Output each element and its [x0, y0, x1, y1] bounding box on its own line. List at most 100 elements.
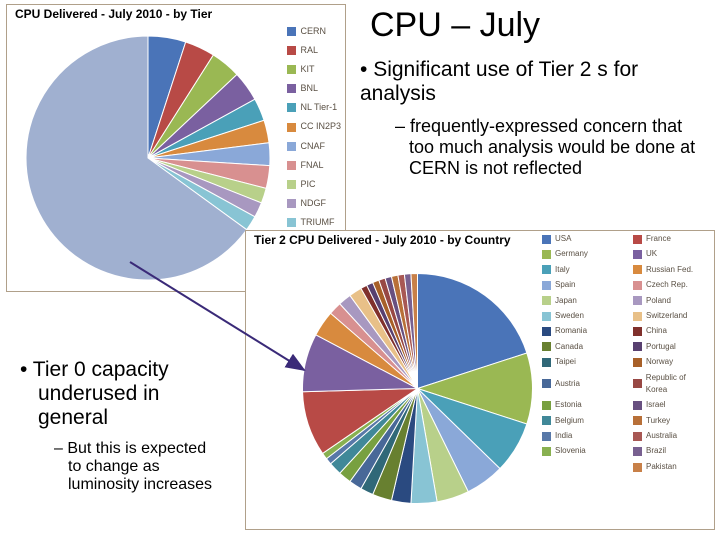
legend-swatch	[633, 358, 642, 367]
country-chart-title: Tier 2 CPU Delivered - July 2010 - by Co…	[254, 233, 511, 247]
legend-label: FNAL	[300, 157, 323, 174]
legend-item: Belgium	[542, 415, 617, 427]
legend-item: Japan	[542, 295, 617, 307]
legend-label: Russian Fed.	[646, 264, 693, 276]
legend-swatch	[542, 416, 551, 425]
bullet-tier2-use: Significant use of Tier 2 s for analysis	[360, 58, 710, 106]
legend-item: USA	[542, 233, 617, 245]
tier-chart-title: CPU Delivered - July 2010 - by Tier	[15, 7, 212, 21]
country-legend: USAFranceGermanyUKItalyRussian Fed.Spain…	[542, 233, 708, 475]
legend-item: KIT	[287, 61, 341, 78]
legend-swatch	[287, 218, 296, 227]
legend-item: Italy	[542, 264, 617, 276]
legend-swatch	[287, 123, 296, 132]
legend-item: France	[633, 233, 708, 245]
legend-label: NDGF	[300, 195, 326, 212]
subbullet-luminosity: – But this is expected to change as lumi…	[54, 440, 219, 494]
legend-label: CC IN2P3	[300, 118, 341, 135]
legend-item: Germany	[542, 248, 617, 260]
legend-swatch	[633, 401, 642, 410]
legend-item: Russian Fed.	[633, 264, 708, 276]
legend-item: Norway	[633, 356, 708, 368]
legend-swatch	[633, 281, 642, 290]
legend-item: TRIUMF	[287, 214, 341, 231]
tier-pie	[23, 33, 273, 283]
legend-swatch	[542, 312, 551, 321]
legend-swatch	[633, 327, 642, 336]
legend-swatch	[633, 416, 642, 425]
legend-label: TRIUMF	[300, 214, 334, 231]
legend-item: Republic of Korea	[633, 372, 708, 397]
legend-label: Australia	[646, 430, 677, 442]
legend-item: Turkey	[633, 415, 708, 427]
legend-label: Romania	[555, 325, 587, 337]
legend-label: Taipei	[555, 356, 576, 368]
legend-item: India	[542, 430, 617, 442]
slide-title: CPU – July	[370, 6, 540, 45]
legend-swatch	[542, 265, 551, 274]
legend-label: Portugal	[646, 341, 676, 353]
legend-swatch	[542, 432, 551, 441]
legend-swatch	[633, 342, 642, 351]
legend-swatch	[633, 379, 642, 388]
legend-label: Brazil	[646, 445, 666, 457]
legend-label: Germany	[555, 248, 588, 260]
legend-swatch	[633, 312, 642, 321]
legend-item: Czech Rep.	[633, 279, 708, 291]
legend-label: Austria	[555, 378, 580, 390]
legend-item: Brazil	[633, 445, 708, 457]
tier-legend: CERN RAL KIT BNL NL Tier-1 CC IN2P3 CNAF FNAL PI…	[287, 23, 341, 233]
legend-label: Estonia	[555, 399, 582, 411]
legend-swatch	[287, 161, 296, 170]
legend-swatch	[542, 250, 551, 259]
legend-swatch	[542, 379, 551, 388]
legend-item: Pakistan	[633, 461, 708, 473]
legend-item	[542, 461, 617, 473]
legend-label: PIC	[300, 176, 315, 193]
legend-label: NL Tier-1	[300, 99, 337, 116]
legend-item: Spain	[542, 279, 617, 291]
legend-label: Spain	[555, 279, 575, 291]
legend-swatch	[287, 199, 296, 208]
legend-label: Norway	[646, 356, 673, 368]
legend-label: Czech Rep.	[646, 279, 688, 291]
legend-label: CNAF	[300, 138, 325, 155]
legend-swatch	[633, 250, 642, 259]
legend-label: BNL	[300, 80, 318, 97]
legend-item: Canada	[542, 341, 617, 353]
legend-item: Slovenia	[542, 445, 617, 457]
legend-label: KIT	[300, 61, 314, 78]
legend-item: Taipei	[542, 356, 617, 368]
legend-item: Israel	[633, 399, 708, 411]
legend-swatch	[633, 447, 642, 456]
legend-swatch	[633, 265, 642, 274]
subbullet-concern: – frequently-expressed concern that too …	[395, 116, 705, 179]
legend-swatch	[542, 281, 551, 290]
legend-item: Romania	[542, 325, 617, 337]
legend-item: Austria	[542, 372, 617, 397]
legend-swatch	[287, 65, 296, 74]
legend-label: Poland	[646, 295, 671, 307]
legend-item: Portugal	[633, 341, 708, 353]
country-pie-chart-box: Tier 2 CPU Delivered - July 2010 - by Co…	[245, 230, 715, 530]
legend-swatch	[633, 235, 642, 244]
legend-swatch	[542, 401, 551, 410]
legend-item: Poland	[633, 295, 708, 307]
legend-item: BNL	[287, 80, 341, 97]
legend-label: Sweden	[555, 310, 584, 322]
legend-item: NDGF	[287, 195, 341, 212]
legend-label: USA	[555, 233, 571, 245]
legend-swatch	[633, 432, 642, 441]
legend-label: Turkey	[646, 415, 670, 427]
legend-item: CC IN2P3	[287, 118, 341, 135]
legend-item: RAL	[287, 42, 341, 59]
legend-swatch	[287, 46, 296, 55]
legend-label: India	[555, 430, 572, 442]
legend-label: Pakistan	[646, 461, 677, 473]
legend-swatch	[287, 103, 296, 112]
legend-swatch	[633, 463, 642, 472]
legend-item: CERN	[287, 23, 341, 40]
legend-swatch	[542, 327, 551, 336]
legend-swatch	[542, 342, 551, 351]
bullet-tier0-underused: • Tier 0 capacity underused in general	[20, 358, 220, 430]
